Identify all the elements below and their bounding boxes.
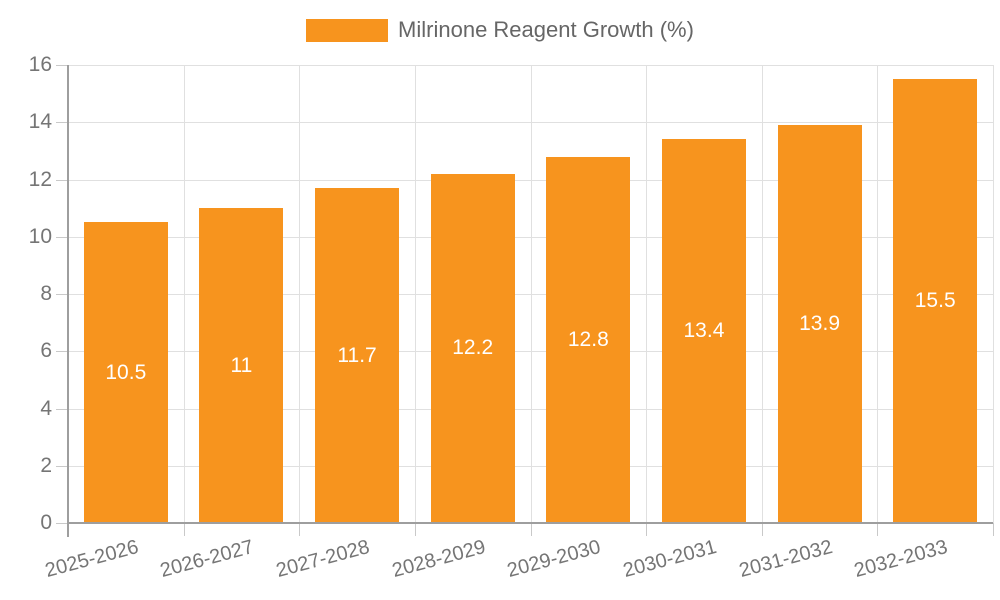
- y-axis-line: [67, 65, 69, 537]
- y-tick-label: 4: [40, 396, 52, 420]
- x-tick: [877, 523, 879, 536]
- x-gridline: [183, 65, 185, 523]
- y-tick-label: 10: [28, 224, 52, 248]
- y-tick: [56, 179, 68, 181]
- bar[interactable]: [315, 188, 400, 523]
- x-gridline: [877, 65, 879, 523]
- x-gridline: [299, 65, 301, 523]
- bar-value-label: 10.5: [105, 360, 147, 384]
- bar-value-label: 13.9: [799, 312, 840, 336]
- y-tick: [56, 465, 68, 467]
- y-tick-label: 6: [40, 339, 52, 363]
- x-tick: [299, 523, 301, 536]
- bar-value-label: 11: [230, 353, 253, 377]
- x-gridline: [761, 65, 763, 523]
- x-tick: [183, 523, 185, 536]
- y-tick: [56, 236, 68, 238]
- x-axis-line: [68, 522, 993, 524]
- x-tick: [993, 523, 994, 536]
- bar-value-label: 12.8: [567, 327, 609, 351]
- y-tick: [56, 122, 68, 124]
- bar[interactable]: [430, 173, 515, 523]
- y-tick: [56, 294, 68, 295]
- y-tick-label: 12: [28, 167, 52, 191]
- x-tick: [530, 523, 532, 536]
- y-tick-label: 2: [40, 453, 52, 477]
- y-tick-label: 0: [40, 511, 52, 534]
- x-gridline: [993, 65, 994, 523]
- y-tick: [56, 523, 68, 524]
- bar-value-label: 15.5: [914, 289, 956, 313]
- bar-value-label: 12.2: [452, 336, 494, 360]
- y-tick-label: 14: [28, 110, 52, 134]
- y-tick: [56, 408, 68, 410]
- x-gridline: [414, 65, 416, 523]
- legend[interactable]: Milrinone Reagent Growth (%): [0, 17, 1000, 43]
- y-tick-label: 8: [40, 282, 52, 305]
- x-gridline: [646, 65, 648, 523]
- bar-value-label: 11.7: [337, 343, 377, 367]
- bar[interactable]: [546, 156, 631, 523]
- x-tick: [414, 523, 416, 536]
- x-tick: [761, 523, 763, 536]
- x-tick: [646, 523, 648, 536]
- bar[interactable]: [83, 222, 168, 523]
- y-tick: [56, 65, 68, 66]
- bar[interactable]: [893, 79, 978, 523]
- bar[interactable]: [777, 125, 862, 523]
- y-tick-label: 16: [28, 53, 52, 76]
- bar[interactable]: [199, 208, 284, 523]
- bar-value-label: 13.4: [683, 319, 725, 343]
- bar[interactable]: [661, 139, 746, 523]
- y-tick: [56, 351, 68, 353]
- legend-label: Milrinone Reagent Growth (%): [398, 17, 694, 42]
- x-gridline: [530, 65, 532, 523]
- legend-swatch: [306, 18, 389, 42]
